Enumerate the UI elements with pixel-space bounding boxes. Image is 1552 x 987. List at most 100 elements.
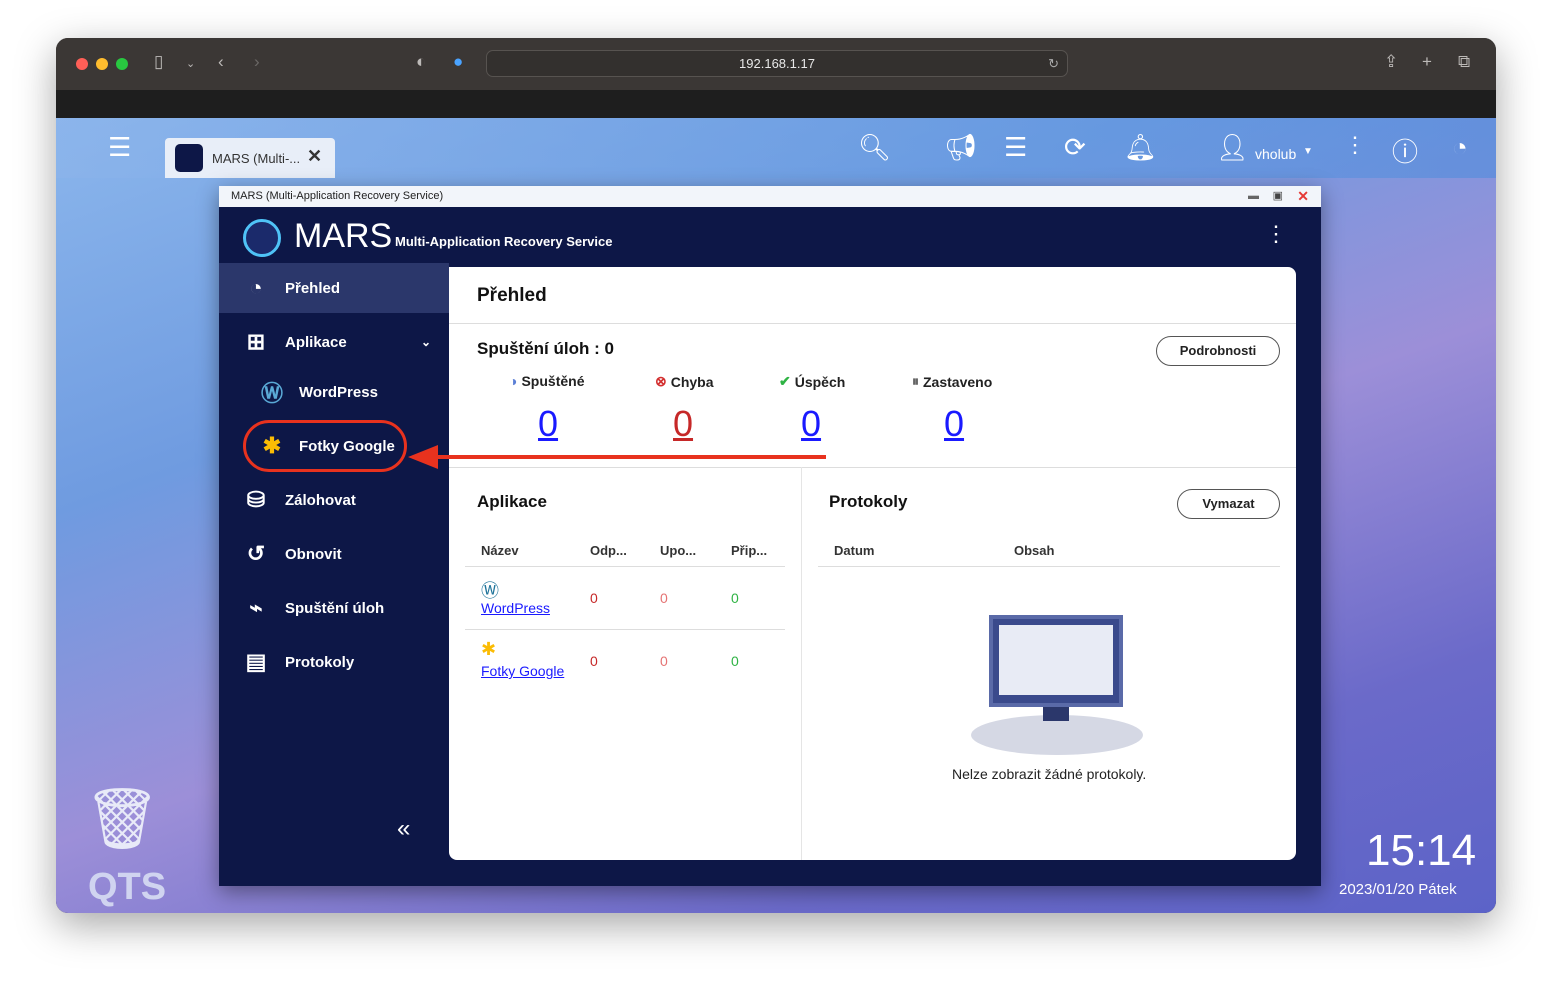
stat-error: ⊗ Chyba [655,373,714,390]
wordpress-icon: Ⓦ [260,381,283,406]
sidebar-item-logs[interactable]: ▤ Protokoly [219,637,449,687]
app-link-google-photos[interactable]: Fotky Google [481,663,565,679]
running-icon: ◑ [509,373,518,389]
column-header-name[interactable]: Název [481,543,519,558]
google-photos-icon: ✱ [481,639,497,659]
stopped-count-link[interactable]: 0 [944,403,965,444]
collapse-sidebar-icon[interactable]: « [397,815,411,842]
megaphone-icon[interactable]: 📢︎ [944,132,978,162]
sidebar-label: Obnovit [285,545,342,563]
share-icon[interactable]: ⇪ [1384,52,1399,71]
sidebar-label: Přehled [285,279,341,297]
check-icon: ✔ [779,373,791,389]
dashboard-icon[interactable]: ◔ [1452,132,1468,162]
info-icon[interactable]: ⓘ [1392,137,1419,167]
zoom-window-button[interactable] [116,58,128,70]
tabs-overview-icon[interactable]: ⧉ [1458,52,1471,71]
reload-icon[interactable]: ↻ [1048,56,1059,71]
column-header-content[interactable]: Obsah [1014,543,1055,558]
password-icon[interactable]: ● [453,52,464,71]
app-tab[interactable]: MARS (Multi-... ✕ [165,138,335,178]
success-count-link[interactable]: 0 [801,403,822,444]
forward-icon[interactable]: › [254,52,260,71]
error-icon: ⊗ [655,373,667,389]
new-tab-icon[interactable]: + [1422,52,1432,71]
chevron-down-icon: ⌄ [420,335,431,349]
stat-label: Zastaveno [923,373,993,390]
minimize-icon[interactable]: ▬ [1248,190,1259,202]
column-header[interactable]: Upo... [660,543,697,558]
app-link-wordpress[interactable]: WordPress [481,600,550,616]
sidebar: ◔ Přehled ⊞ Aplikace ⌄ Ⓦ WordPress ✱ Fotky Go… [219,263,449,886]
running-count-link[interactable]: 0 [538,403,559,444]
stat-label: Spuštěné [521,373,585,389]
user-icon[interactable]: 👤︎ [1216,132,1250,162]
pause-icon: ⏸︎ [912,373,919,389]
browser-window: ▯ ⌄ ‹ › ◐ ● 192.168.1.17 ↻ ⇪ + ⧉ ☰ MARS (… [56,38,1496,913]
sidebar-toggle-icon[interactable]: ▯ [154,52,164,71]
divider [465,629,785,630]
sidebar-label: Spuštění úloh [285,599,385,617]
gauge-icon: ◔ [249,275,263,300]
maximize-icon[interactable]: ▣ [1272,190,1283,202]
app-header: MARS Multi-Application Recovery Service … [219,207,1321,267]
divider [449,467,1296,468]
qts-logo: QTS [88,866,167,908]
cell-value: 0 [660,590,668,606]
sidebar-label: Protokoly [285,653,355,671]
divider [801,467,802,860]
sidebar-item-backup[interactable]: ⛁ Zálohovat [219,475,449,525]
window-title: MARS (Multi-Application Recovery Service… [231,190,444,202]
bell-icon[interactable]: 🔔︎ [1124,132,1158,162]
sidebar-item-apps[interactable]: ⊞ Aplikace ⌄ [219,317,449,367]
close-window-button[interactable] [76,58,88,70]
divider [449,323,1296,324]
empty-logs-message: Nelze zobrazit žádné protokoly. [952,766,1147,782]
back-icon[interactable]: ‹ [218,52,224,71]
details-button[interactable]: Podrobnosti [1156,336,1280,366]
search-icon[interactable]: 🔍︎ [858,132,892,162]
wordpress-icon: Ⓦ [481,581,499,601]
username[interactable]: vholub [1255,146,1297,162]
logs-icon: ▤ [245,649,267,674]
browser-toolbar: ▯ ⌄ ‹ › ◐ ● 192.168.1.17 ↻ ⇪ + ⧉ [56,38,1496,90]
sidebar-item-wordpress[interactable]: Ⓦ WordPress [219,367,449,417]
main-menu-icon[interactable]: ☰ [108,132,132,162]
annotation-arrow-line [430,455,826,459]
sidebar-label: Aplikace [285,333,347,351]
restore-icon: ↺ [246,541,266,566]
stat-stopped: ⏸︎ Zastaveno [912,373,992,390]
clear-logs-button[interactable]: Vymazat [1177,489,1280,519]
close-tab-icon[interactable]: ✕ [307,146,323,166]
chevron-down-icon[interactable]: ⌄ [186,58,196,70]
sync-icon[interactable]: ⟳ [1064,132,1086,162]
logs-section-title: Protokoly [829,492,908,511]
column-header-date[interactable]: Datum [834,543,875,558]
stat-label: Úspěch [794,373,846,390]
column-header[interactable]: Přip... [731,543,768,558]
app-tab-label: MARS (Multi-... [212,151,301,166]
column-header[interactable]: Odp... [590,543,627,558]
tasks-icon[interactable]: ☰ [1004,132,1028,162]
sidebar-item-restore[interactable]: ↺ Obnovit [219,529,449,579]
shield-icon[interactable]: ◐ [416,52,427,71]
sidebar-item-jobs[interactable]: ⌁ Spuštění úloh [219,583,449,633]
overview-panel: Přehled Spuštění úloh : 0 Podrobnosti ◑ S… [449,267,1296,860]
stat-label: Chyba [670,373,714,390]
cell-value: 0 [590,590,598,606]
minimize-window-button[interactable] [96,58,108,70]
close-icon[interactable]: ✕ [1297,188,1309,204]
date: 2023/01/20 Pátek [1339,881,1457,898]
error-count-link[interactable]: 0 [673,403,694,444]
mars-app-icon [175,144,203,172]
user-dropdown-icon[interactable]: ▼ [1303,146,1313,157]
more-icon[interactable]: ⋮ [1344,132,1366,157]
backup-icon: ⛁ [246,487,266,512]
trash-icon[interactable]: 🗑︎ [84,785,161,852]
brand-name: MARS [294,217,393,255]
apps-section-title: Aplikace [477,492,547,511]
annotation-arrow-head [408,445,438,469]
more-options-icon[interactable]: ⋮ [1265,221,1287,246]
sidebar-item-overview[interactable]: ◔ Přehled [219,263,449,313]
address-bar[interactable]: 192.168.1.17 ↻ [486,50,1068,77]
